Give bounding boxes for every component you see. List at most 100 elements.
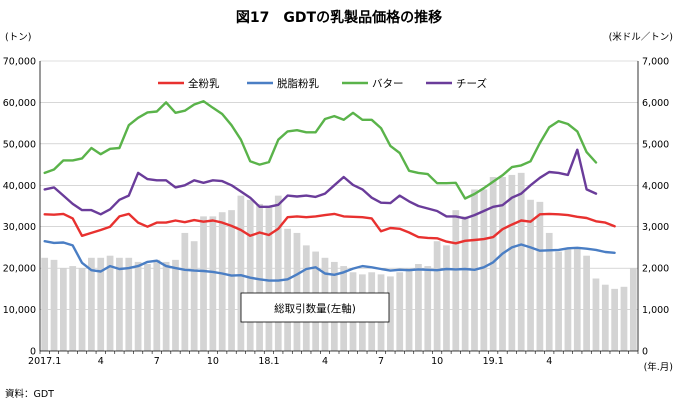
right-axis-ticks: 0 1,000 2,000 3,000 4,000 5,000 6,000 7,000 <box>642 57 669 358</box>
volume-bar <box>527 199 534 351</box>
right-axis-unit: (米ドル／トン) <box>609 31 673 43</box>
volume-bar <box>237 195 245 351</box>
volume-bar <box>592 278 600 351</box>
volume-bar <box>508 174 516 351</box>
x-tick-label: 10 <box>207 356 219 367</box>
volume-bar <box>190 241 198 351</box>
volume-bar <box>517 172 525 351</box>
x-tick-label: 4 <box>322 356 328 367</box>
volume-bar <box>293 232 301 351</box>
volume-bar <box>387 276 394 351</box>
volume-bar <box>181 232 189 351</box>
volume-bar <box>265 206 273 351</box>
volume-bar <box>41 257 49 351</box>
legend-label: バター <box>372 78 404 90</box>
volume-bar <box>499 177 506 351</box>
axes <box>39 61 639 354</box>
x-tick-label: 18.1 <box>258 356 279 367</box>
x-axis-unit: (年.月) <box>644 361 673 373</box>
volume-bar <box>218 212 226 351</box>
volume-bar <box>629 268 637 351</box>
chart-title: 図17 GDTの乳製品価格の推移 <box>236 9 442 26</box>
legend: 全粉乳 脱脂粉乳 バター チーズ <box>158 77 487 90</box>
right-tick-label: 3,000 <box>642 222 669 233</box>
volume-bar <box>461 216 469 351</box>
volume-label: 総取引数量(左軸) <box>274 302 356 315</box>
volume-bar <box>116 257 123 351</box>
volume-bar <box>573 247 581 351</box>
volume-bar <box>50 259 58 351</box>
volume-bar <box>246 199 254 351</box>
volume-bar <box>480 189 488 351</box>
volume-bar <box>424 266 432 351</box>
x-tick-label: 7 <box>378 356 384 367</box>
volume-bar <box>153 259 161 351</box>
legend-label: 全粉乳 <box>188 77 220 90</box>
volume-bar <box>601 284 609 351</box>
series-line <box>43 148 598 220</box>
volume-bar <box>405 268 413 351</box>
right-tick-label: 1,000 <box>642 305 669 316</box>
legend-label: チーズ <box>456 77 487 90</box>
volume-bar <box>69 266 77 351</box>
series-line <box>43 99 598 200</box>
volume-bar <box>200 216 207 351</box>
volume-bar <box>59 268 67 351</box>
volume-bar <box>228 210 235 351</box>
x-tick-label: 2017.1 <box>28 356 61 367</box>
volume-bar <box>611 288 619 351</box>
volume-bar <box>209 216 217 351</box>
source-note: 資料：GDT <box>5 388 54 400</box>
volume-bar <box>106 255 114 351</box>
left-tick-label: 30,000 <box>3 222 36 233</box>
volume-bar <box>396 272 404 351</box>
right-tick-label: 6,000 <box>642 98 669 109</box>
volume-bar <box>88 257 95 351</box>
legend-label: 脱脂粉乳 <box>277 77 319 90</box>
series-line <box>43 239 616 282</box>
left-tick-label: 40,000 <box>3 181 36 192</box>
series-line <box>43 212 616 245</box>
right-tick-label: 0 <box>642 347 648 358</box>
x-tick-label: 4 <box>98 356 104 367</box>
price-lines <box>43 99 616 282</box>
left-tick-label: 20,000 <box>3 264 36 275</box>
volume-bar <box>555 251 562 351</box>
volume-bar <box>134 261 142 351</box>
volume-bar <box>433 241 441 351</box>
volume-bar <box>274 195 282 351</box>
volume-bar <box>415 264 422 351</box>
left-axis-ticks: 0 10,000 20,000 30,000 40,000 50,000 60,000 70,… <box>3 57 36 358</box>
left-tick-label: 0 <box>30 347 36 358</box>
volume-bar <box>564 249 572 351</box>
x-tick-label: 4 <box>546 356 552 367</box>
right-tick-label: 7,000 <box>642 57 669 68</box>
left-tick-label: 70,000 <box>3 57 36 68</box>
volume-bar <box>545 232 553 351</box>
x-tick-label: 19.1 <box>483 356 504 367</box>
left-tick-label: 50,000 <box>3 139 36 150</box>
volume-bar <box>536 201 544 351</box>
volume-bar <box>256 203 263 351</box>
right-tick-label: 5,000 <box>642 139 669 150</box>
volume-bars <box>41 172 637 351</box>
x-tick-label: 7 <box>154 356 160 367</box>
left-tick-label: 60,000 <box>3 98 36 109</box>
volume-bar <box>452 210 460 351</box>
volume-bar <box>489 177 497 351</box>
volume-bar <box>172 259 179 351</box>
right-tick-label: 2,000 <box>642 264 669 275</box>
volume-bar <box>284 228 291 351</box>
left-tick-label: 10,000 <box>3 305 36 316</box>
volume-bar <box>97 257 105 351</box>
volume-label-box <box>240 292 390 323</box>
volume-bar <box>443 245 450 351</box>
x-axis-ticks: 2017.1 4 7 10 18.1 4 7 10 19.1 4 <box>28 356 552 367</box>
volume-bar <box>78 268 86 351</box>
volume-bar <box>144 264 151 351</box>
x-tick-label: 10 <box>431 356 443 367</box>
left-axis-unit: (トン) <box>5 32 31 43</box>
volume-bar <box>583 255 590 351</box>
volume-bar <box>125 257 133 351</box>
